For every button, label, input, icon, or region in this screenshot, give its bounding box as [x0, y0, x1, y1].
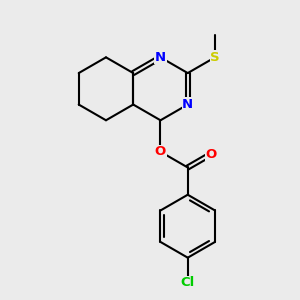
Text: N: N [155, 51, 166, 64]
Text: Cl: Cl [181, 276, 195, 290]
Text: S: S [210, 51, 220, 64]
Text: O: O [205, 148, 217, 160]
Text: O: O [155, 145, 166, 158]
Text: N: N [182, 98, 193, 111]
